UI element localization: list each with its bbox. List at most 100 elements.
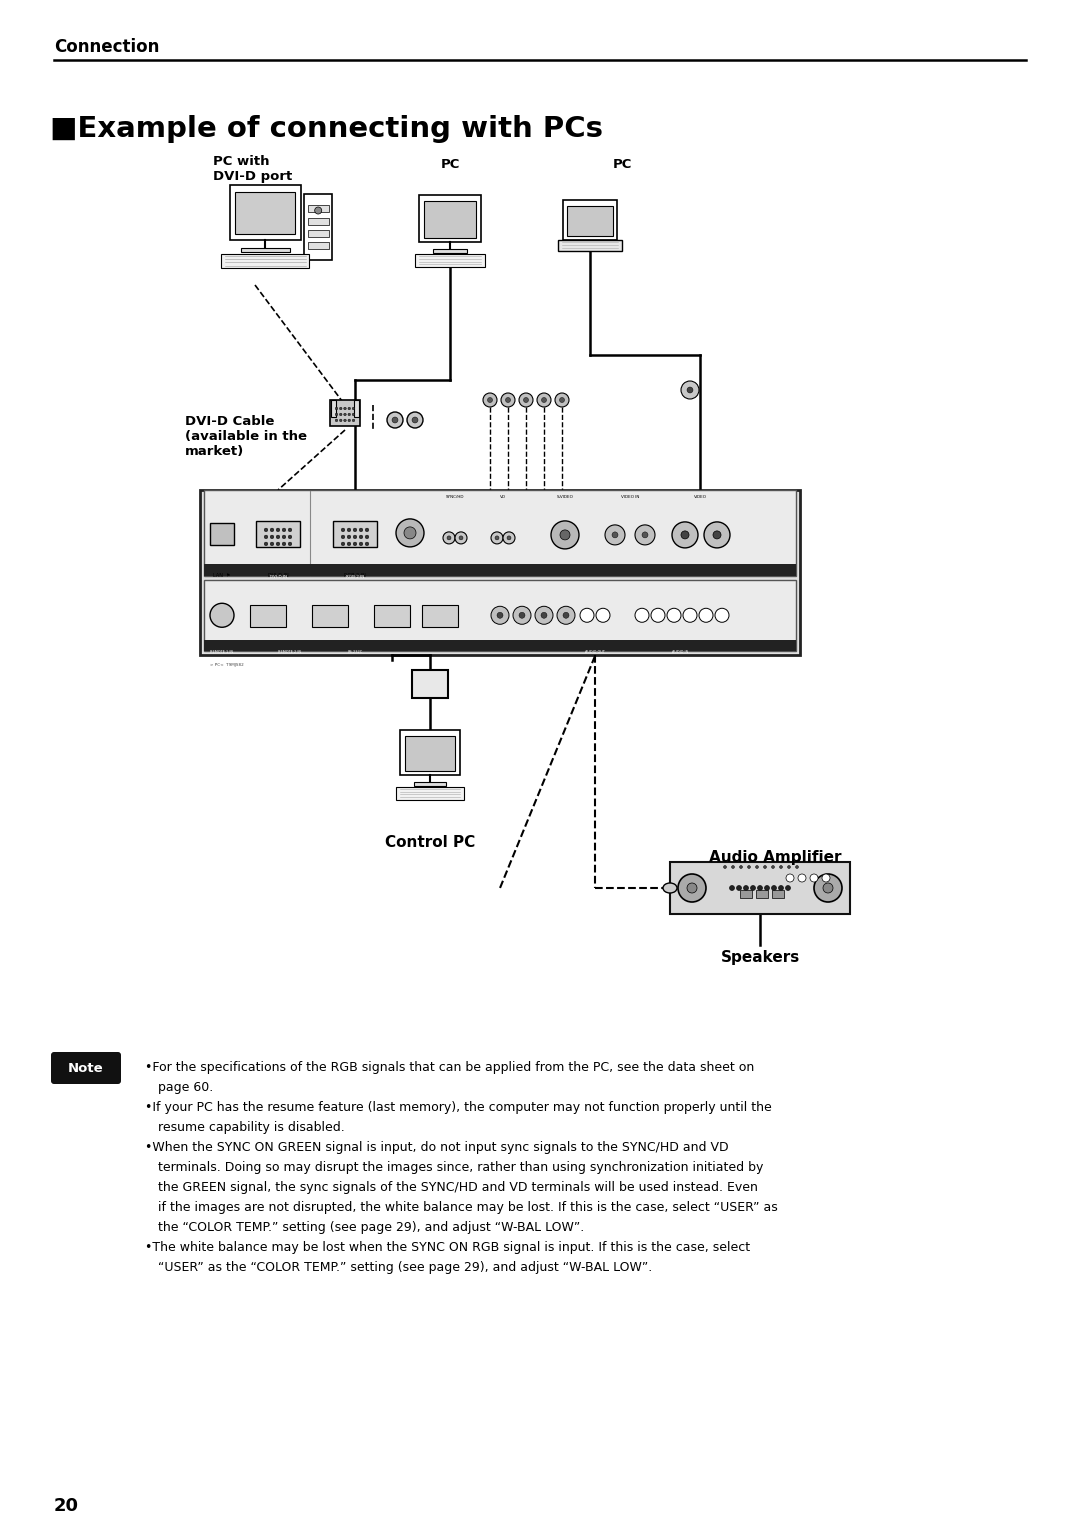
Circle shape bbox=[747, 865, 751, 868]
Text: Note: Note bbox=[68, 1062, 104, 1074]
Bar bbox=[396, 786, 463, 800]
Circle shape bbox=[341, 536, 345, 539]
Circle shape bbox=[314, 208, 322, 214]
Circle shape bbox=[407, 412, 423, 427]
Circle shape bbox=[519, 612, 525, 618]
Circle shape bbox=[411, 417, 418, 423]
Circle shape bbox=[561, 530, 570, 540]
Circle shape bbox=[713, 531, 721, 539]
Circle shape bbox=[276, 542, 280, 546]
Circle shape bbox=[348, 407, 351, 410]
Text: RGB 2 IN: RGB 2 IN bbox=[346, 575, 364, 578]
Circle shape bbox=[352, 407, 354, 410]
Bar bbox=[200, 490, 800, 655]
Text: VD: VD bbox=[500, 494, 507, 499]
Circle shape bbox=[683, 609, 697, 623]
Circle shape bbox=[507, 536, 511, 540]
Text: S-VIDEO: S-VIDEO bbox=[556, 494, 573, 499]
Circle shape bbox=[764, 865, 767, 868]
Text: terminals. Doing so may disrupt the images since, rather than using synchronizat: terminals. Doing so may disrupt the imag… bbox=[158, 1161, 764, 1173]
Circle shape bbox=[353, 536, 356, 539]
Bar bbox=[204, 580, 796, 650]
Bar bbox=[414, 783, 446, 786]
Text: resume capability is disabled.: resume capability is disabled. bbox=[158, 1122, 345, 1134]
Circle shape bbox=[787, 865, 791, 868]
Circle shape bbox=[771, 865, 774, 868]
Bar bbox=[204, 563, 796, 575]
Circle shape bbox=[491, 606, 509, 624]
Circle shape bbox=[270, 528, 274, 531]
Circle shape bbox=[339, 407, 342, 410]
Circle shape bbox=[282, 528, 286, 531]
Circle shape bbox=[483, 394, 497, 407]
Circle shape bbox=[541, 612, 546, 618]
Circle shape bbox=[699, 609, 713, 623]
Circle shape bbox=[563, 612, 569, 618]
Circle shape bbox=[487, 397, 492, 403]
Circle shape bbox=[360, 542, 363, 546]
Bar bbox=[256, 520, 300, 546]
Circle shape bbox=[360, 536, 363, 539]
Circle shape bbox=[596, 609, 610, 623]
Text: if the images are not disrupted, the white balance may be lost. If this is the c: if the images are not disrupted, the whi… bbox=[158, 1201, 778, 1215]
Bar bbox=[308, 243, 328, 249]
Text: RS-232C: RS-232C bbox=[348, 650, 363, 653]
Circle shape bbox=[365, 536, 368, 539]
Circle shape bbox=[667, 609, 681, 623]
Circle shape bbox=[404, 526, 416, 539]
Text: RGB 2 IN: RGB 2 IN bbox=[345, 572, 366, 578]
Bar bbox=[433, 249, 467, 253]
Circle shape bbox=[265, 528, 268, 531]
Bar bbox=[249, 606, 286, 627]
Circle shape bbox=[339, 420, 342, 421]
Circle shape bbox=[822, 874, 831, 882]
Text: •For the specifications of the RGB signals that can be applied from the PC, see : •For the specifications of the RGB signa… bbox=[145, 1061, 754, 1074]
Circle shape bbox=[352, 414, 354, 415]
Circle shape bbox=[365, 528, 368, 531]
Circle shape bbox=[737, 885, 742, 891]
Bar bbox=[330, 400, 336, 417]
Circle shape bbox=[635, 525, 654, 545]
FancyBboxPatch shape bbox=[51, 1051, 121, 1083]
Text: •The white balance may be lost when the SYNC ON RGB signal is input. If this is : •The white balance may be lost when the … bbox=[145, 1241, 751, 1254]
Circle shape bbox=[276, 536, 280, 539]
Circle shape bbox=[704, 522, 730, 548]
Bar bbox=[756, 890, 768, 897]
Bar bbox=[415, 253, 485, 267]
Text: DVI-D Cable
(available in the
market): DVI-D Cable (available in the market) bbox=[185, 415, 307, 458]
Circle shape bbox=[780, 865, 783, 868]
Circle shape bbox=[353, 542, 356, 546]
Bar bbox=[354, 400, 360, 417]
Circle shape bbox=[348, 414, 351, 415]
Bar bbox=[772, 890, 784, 897]
Circle shape bbox=[365, 542, 368, 546]
Circle shape bbox=[751, 885, 756, 891]
Circle shape bbox=[396, 519, 424, 546]
Text: the “COLOR TEMP.” setting (see page 29), and adjust “W-BAL LOW”.: the “COLOR TEMP.” setting (see page 29),… bbox=[158, 1221, 584, 1235]
Bar bbox=[419, 195, 481, 241]
Text: ■Example of connecting with PCs: ■Example of connecting with PCs bbox=[50, 114, 603, 143]
Text: Connection: Connection bbox=[54, 38, 160, 56]
Circle shape bbox=[642, 533, 648, 537]
Circle shape bbox=[796, 865, 798, 868]
Text: REMOTE 1 IN: REMOTE 1 IN bbox=[211, 650, 233, 653]
Circle shape bbox=[265, 542, 268, 546]
Circle shape bbox=[513, 606, 531, 624]
Bar bbox=[329, 400, 361, 426]
Text: SYNC/HD: SYNC/HD bbox=[446, 494, 464, 499]
Circle shape bbox=[353, 528, 356, 531]
Bar bbox=[308, 204, 328, 212]
Circle shape bbox=[288, 528, 292, 531]
Circle shape bbox=[757, 885, 762, 891]
Circle shape bbox=[635, 609, 649, 623]
Circle shape bbox=[681, 531, 689, 539]
Circle shape bbox=[495, 536, 499, 540]
Circle shape bbox=[335, 407, 338, 410]
Bar bbox=[567, 206, 613, 237]
Bar bbox=[210, 523, 234, 545]
Bar bbox=[411, 670, 448, 697]
Circle shape bbox=[537, 394, 551, 407]
Circle shape bbox=[443, 533, 455, 543]
Circle shape bbox=[557, 606, 575, 624]
Circle shape bbox=[343, 420, 347, 421]
